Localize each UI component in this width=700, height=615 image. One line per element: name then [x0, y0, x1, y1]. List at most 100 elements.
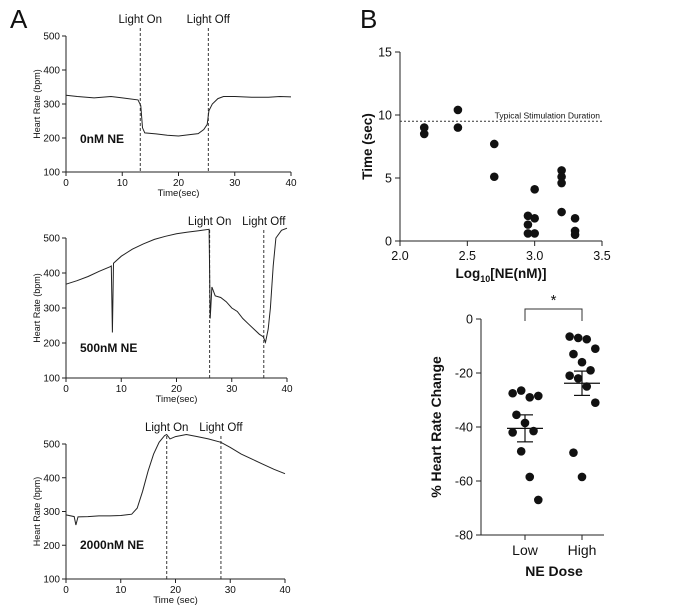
- data-point-low: [516, 447, 526, 456]
- y-tick-label: 200: [43, 339, 60, 350]
- y-tick-label: 400: [43, 473, 60, 484]
- x-tick-label: 30: [225, 585, 237, 596]
- y-tick-label: -60: [455, 475, 473, 489]
- light-on-label: Light On: [145, 422, 188, 434]
- x-tick-label: 0: [63, 178, 69, 189]
- data-point-high: [577, 472, 587, 482]
- data-point-high: [582, 382, 592, 391]
- y-tick-label: 500: [43, 234, 60, 245]
- y-tick-label: 400: [43, 269, 60, 280]
- data-point-high: [591, 398, 600, 408]
- data-point: [557, 178, 566, 188]
- data-point-high: [569, 448, 578, 457]
- x-tick-label: 20: [173, 178, 185, 189]
- y-tick-label: 200: [43, 541, 60, 552]
- condition-label-2000nM: 2000nM NE: [80, 538, 144, 552]
- y-axis-label: Heart Rate (bpm): [32, 69, 42, 139]
- x-tick-label: 40: [281, 384, 293, 395]
- x-tick-label: 10: [117, 178, 129, 189]
- data-point-low: [512, 410, 521, 420]
- y-tick-label: 300: [43, 100, 60, 111]
- x-axis-label: Log10[NE(nM)]: [456, 266, 547, 284]
- x-tick-label: 10: [116, 384, 128, 395]
- data-point-low: [525, 472, 535, 482]
- y-tick-label: 10: [378, 109, 392, 123]
- light-on-label: Light On: [188, 216, 231, 228]
- y-tick-label: 300: [43, 507, 60, 518]
- data-point: [557, 166, 566, 175]
- x-axis-label: Time (sec): [153, 595, 198, 606]
- y-tick-label: 300: [43, 304, 60, 315]
- data-point: [453, 105, 463, 115]
- heart-rate-trace-2000nM: [65, 433, 286, 526]
- light-on-label: Light On: [119, 14, 162, 26]
- condition-label-500nM: 500nM NE: [80, 341, 137, 355]
- data-point-low: [534, 391, 543, 401]
- heart-rate-chart-0nM: 100 200 300 400 500 0 10 20 30 40 Time(sec) Heart R…: [32, 14, 297, 199]
- data-point: [557, 172, 566, 182]
- data-point: [453, 123, 463, 132]
- data-point-high: [565, 371, 574, 381]
- panel-label-b: B: [360, 4, 377, 34]
- light-off-label: Light Off: [187, 14, 231, 26]
- y-tick-label: 500: [43, 440, 60, 451]
- x-tick-label: 40: [285, 178, 297, 189]
- x-tick-label: 10: [115, 585, 127, 596]
- light-off-label: Light Off: [199, 422, 243, 434]
- y-tick-label: 15: [378, 46, 392, 60]
- data-point-low: [534, 495, 543, 505]
- condition-label-0nM: 0nM NE: [80, 132, 124, 146]
- data-point-high: [591, 344, 600, 354]
- x-tick-label: 40: [279, 585, 291, 596]
- x-tick-label: 30: [226, 384, 238, 395]
- data-point: [530, 229, 539, 238]
- y-tick-label: 0: [385, 235, 392, 249]
- heart-rate-trace-500nM: [65, 227, 288, 345]
- category-label-high: High: [568, 542, 597, 558]
- panel-label-a: A: [10, 4, 28, 34]
- x-tick-label: 2.5: [459, 249, 476, 263]
- stimulation-duration-label: Typical Stimulation Duration: [495, 110, 601, 120]
- x-axis-label: Time(sec): [156, 394, 198, 405]
- data-point-high: [569, 349, 578, 359]
- data-point-low: [516, 386, 526, 395]
- y-tick-label: -40: [455, 421, 473, 435]
- light-off-label: Light Off: [242, 216, 286, 228]
- data-point-high: [586, 366, 595, 375]
- heart-rate-chart-2000nM: 100 200 300 400 500 0 10 20 30 40 Time (sec) Heart …: [32, 422, 291, 606]
- x-tick-label: 30: [229, 178, 241, 189]
- heart-rate-chart-500nM: 100 200 300 400 500 0 10 20 30 40 Time(sec) Heart R…: [32, 216, 293, 405]
- y-axis-label: % Heart Rate Change: [428, 356, 444, 498]
- x-tick-label: 20: [170, 585, 182, 596]
- data-point: [419, 129, 429, 139]
- data-point-high: [573, 374, 583, 383]
- x-axis-label-subscript: 10: [480, 274, 490, 284]
- data-point: [523, 220, 533, 229]
- data-point-low: [508, 388, 517, 398]
- data-point-low: [525, 393, 535, 402]
- data-point: [530, 185, 539, 194]
- x-axis-label: Time(sec): [158, 188, 200, 199]
- y-tick-label: -20: [455, 367, 473, 381]
- x-tick-label: 3.0: [526, 249, 543, 263]
- y-axis-label: Time (sec): [360, 113, 375, 180]
- x-axis-label-log: Log: [456, 266, 481, 281]
- data-point: [523, 229, 533, 238]
- x-tick-label: 0: [63, 384, 69, 395]
- x-axis-label-ne: [NE(nM)]: [490, 266, 546, 281]
- data-point: [523, 211, 533, 221]
- y-tick-label: 5: [385, 172, 392, 186]
- y-tick-label: -80: [455, 529, 473, 543]
- data-point: [419, 123, 429, 132]
- data-point: [570, 230, 580, 239]
- percent-heart-rate-change-chart: 0 -20 -40 -60 -80 Low High * % Heart Rate Change…: [428, 292, 604, 579]
- y-tick-label: 500: [43, 32, 60, 43]
- significance-star: *: [551, 292, 557, 309]
- data-point: [557, 207, 566, 217]
- y-tick-label: 100: [43, 575, 60, 586]
- heart-rate-trace-0nM: [65, 94, 292, 137]
- x-axis-label: NE Dose: [525, 563, 583, 579]
- y-axis-label: Heart Rate (bpm): [32, 477, 42, 547]
- x-tick-label: 3.5: [593, 249, 610, 263]
